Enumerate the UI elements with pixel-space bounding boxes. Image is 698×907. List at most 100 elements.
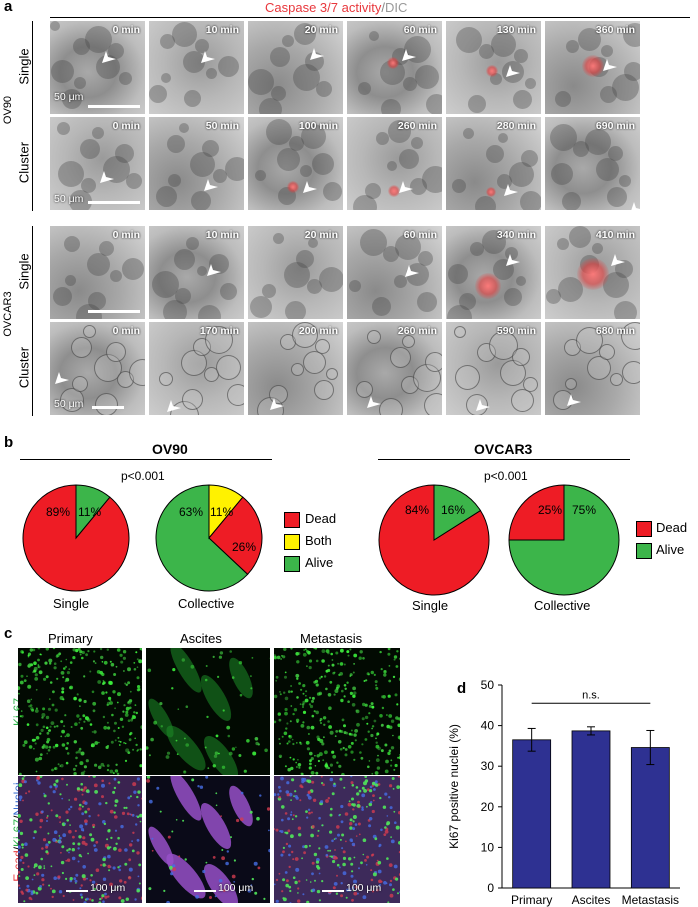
caspase-signal (287, 181, 299, 193)
arrowhead-icon (270, 398, 284, 410)
cell-texture (58, 161, 84, 187)
ov90-collective-dead-pct: 26% (232, 540, 257, 554)
cell-texture (562, 192, 581, 210)
cell-texture (607, 187, 627, 207)
ov90-collective-both-pct: 11% (210, 505, 234, 519)
cell-texture (418, 251, 433, 266)
micrograph-texture (274, 776, 400, 903)
timelapse-frame: 680 min (545, 322, 640, 415)
ov90-title: OV90 (152, 441, 188, 457)
cell-texture (161, 73, 171, 83)
cell-texture (520, 191, 541, 210)
cell-texture (314, 380, 334, 400)
cell-texture (315, 339, 330, 354)
cell-texture (209, 254, 229, 274)
time-label: 0 min (112, 325, 140, 337)
cell-texture (216, 355, 241, 380)
timelapse-frame: 590 min (446, 322, 541, 415)
ki67-bar-chart: 0 10 20 30 40 50 Ki67 positive nuclei (%) Prima… (447, 678, 680, 907)
time-label: 340 min (496, 229, 536, 241)
ki67-image (146, 648, 270, 775)
ov90-single-dead-pct: 89% (46, 505, 71, 519)
cell-texture (119, 72, 132, 85)
cell-texture (358, 82, 371, 95)
ovcar3-pie-collective (508, 484, 620, 596)
cell-texture (202, 140, 219, 157)
ov90-single-label: Single (53, 596, 90, 611)
panel-a-letter: a (4, 0, 13, 15)
scale-bar (322, 890, 344, 892)
arrowhead-icon (303, 181, 317, 193)
pie-slice-dead (208, 496, 263, 575)
timelapse-frame: 20 min (248, 226, 343, 319)
bar-metastasis (630, 747, 670, 889)
cell-texture (619, 175, 631, 187)
scale-bar (92, 406, 124, 409)
ovcar3-pvalue: p<0.001 (484, 469, 528, 483)
cell-texture (601, 45, 613, 57)
timelapse-frame: 10 min (149, 226, 244, 319)
cell-texture (417, 292, 437, 312)
cell-texture (504, 288, 522, 306)
legend-dead-swatch (284, 512, 300, 528)
cell-texture (424, 393, 442, 415)
caspase-signal (387, 57, 399, 69)
legend2-dead-label: Dead (656, 520, 688, 535)
cell-texture (600, 86, 617, 103)
cell-texture (367, 330, 381, 344)
y-tick-label: 30 (481, 759, 495, 773)
row-label-single: Single (16, 253, 32, 290)
legend-both-label: Both (305, 533, 332, 548)
cell-texture (296, 250, 314, 268)
cell-texture (491, 32, 516, 57)
timelapse-frame: 20 min (248, 21, 343, 114)
cell-texture (72, 376, 88, 392)
arrowhead-icon (506, 65, 520, 77)
cell-line-bracket (32, 21, 33, 211)
arrowhead-icon (367, 396, 381, 408)
cell-texture (576, 327, 603, 354)
cell-texture (381, 99, 401, 114)
cell-texture (190, 152, 215, 177)
cell-texture (95, 393, 118, 415)
pie-slice-alive (508, 484, 620, 596)
cell-texture (376, 132, 389, 145)
cell-texture (463, 128, 474, 139)
cell-texture (168, 174, 181, 187)
arrowhead-icon (201, 51, 215, 63)
cell-texture (195, 39, 209, 53)
cell-texture (422, 166, 442, 193)
cell-texture (74, 77, 86, 89)
cell-texture (578, 28, 601, 51)
time-label: 0 min (112, 229, 140, 241)
micrograph-texture (18, 648, 142, 775)
timelapse-frame: 50 min (149, 117, 244, 210)
ki67-image (274, 648, 400, 775)
cell-texture (475, 196, 496, 210)
cell-texture (248, 69, 274, 95)
cell-texture (175, 288, 191, 304)
cell-texture (459, 293, 476, 310)
micrograph-texture (146, 776, 270, 903)
arrowhead-icon (402, 49, 416, 61)
cell-texture (505, 247, 518, 260)
timelapse-frame: 0 min 50 μm (50, 117, 145, 210)
cell-texture (511, 389, 534, 412)
y-tick-label: 0 (487, 881, 494, 895)
cell-texture (569, 226, 591, 248)
arrowhead-icon (504, 184, 518, 196)
arrowhead-icon (631, 202, 640, 210)
arrowhead-icon (167, 400, 181, 412)
bar-ascites (571, 730, 611, 889)
cell-texture (126, 173, 142, 189)
cell-texture (621, 322, 640, 350)
cell-texture (498, 133, 508, 143)
cell-texture (205, 326, 233, 354)
row-label-cluster: Cluster (16, 141, 32, 184)
cell-texture (183, 51, 205, 73)
legend-dead-label: Dead (305, 511, 337, 526)
cell-texture (612, 74, 639, 101)
cell-texture (623, 23, 640, 47)
scale-bar-label: 100 μm (346, 882, 382, 894)
cell-texture (83, 325, 96, 338)
